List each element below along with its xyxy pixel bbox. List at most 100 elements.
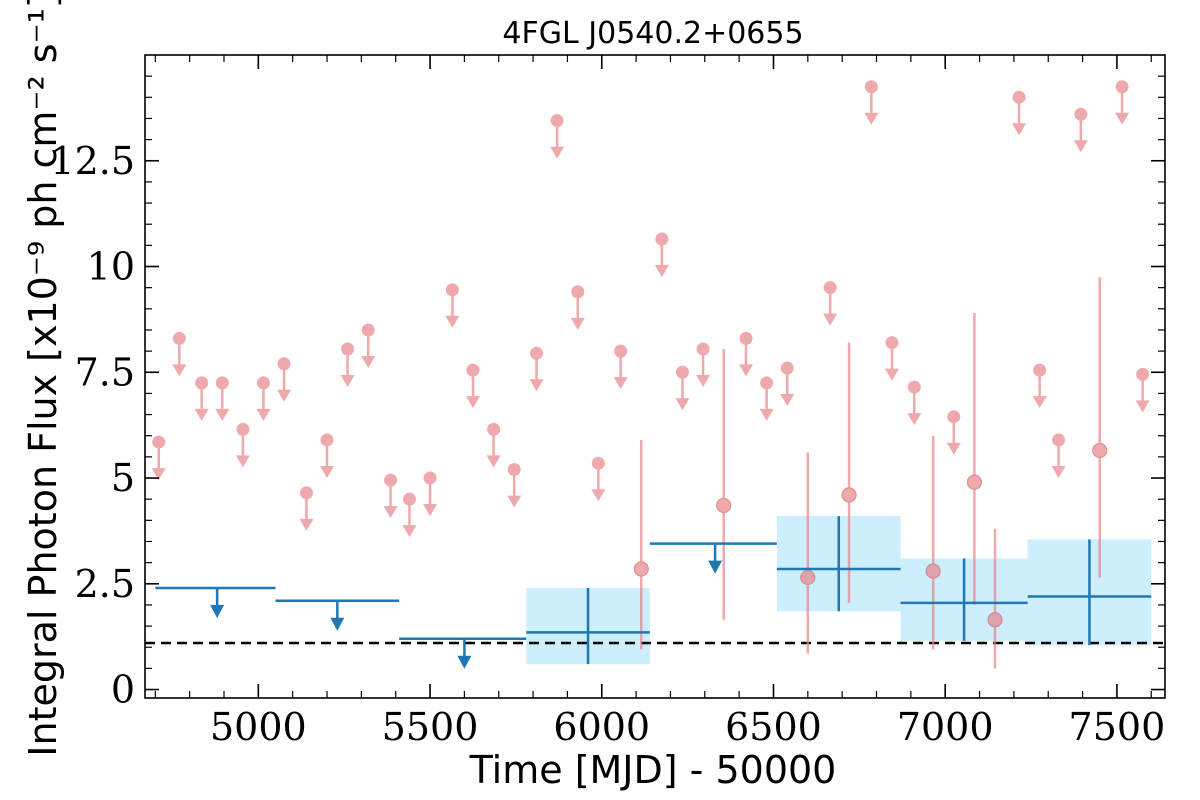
- monthly-detection: [966, 313, 982, 605]
- monthly-point: [885, 336, 899, 350]
- monthly-point: [1074, 107, 1088, 121]
- upper-limit-arrow-head: [823, 313, 838, 326]
- monthly-point: [591, 456, 605, 470]
- monthly-point: [675, 365, 689, 379]
- monthly-detection: [716, 349, 732, 620]
- yearly-arrow-head: [210, 605, 225, 619]
- plot-frame: [144, 54, 1166, 699]
- monthly-upper-limit: [507, 463, 522, 508]
- upper-limit-arrow-head: [1012, 123, 1027, 136]
- monthly-point: [1052, 433, 1066, 447]
- monthly-upper-limit: [1135, 367, 1150, 413]
- monthly-detection: [987, 528, 1003, 669]
- x-tick-label: 6500: [725, 705, 822, 749]
- monthly-upper-limit: [675, 365, 690, 411]
- monthly-upper-limit: [465, 363, 480, 409]
- monthly-point: [864, 80, 878, 94]
- monthly-detection: [800, 452, 816, 654]
- upper-limit-arrow-head: [759, 408, 774, 421]
- monthly-point: [445, 283, 459, 297]
- upper-limit-arrow-head: [320, 465, 335, 478]
- upper-limit-arrow-head: [739, 364, 754, 377]
- monthly-point: [256, 376, 270, 390]
- monthly-upper-limit: [907, 380, 922, 426]
- monthly-point: [215, 376, 229, 390]
- monthly-point: [236, 422, 250, 436]
- upper-limit-arrow-head: [299, 518, 314, 531]
- monthly-upper-limit: [383, 473, 398, 519]
- yearly-series-layer: [155, 516, 1152, 669]
- upper-limit-arrow-head: [613, 377, 628, 390]
- x-tick-label: 5000: [210, 705, 307, 749]
- yearly-arrow-head: [708, 560, 723, 574]
- chart-title: 4FGL J0540.2+0655: [502, 16, 803, 51]
- monthly-upper-limit: [613, 344, 628, 390]
- monthly-upper-limit: [570, 285, 585, 330]
- monthly-point: [277, 357, 291, 371]
- monthly-point: [1136, 367, 1150, 381]
- monthly-point: [530, 346, 544, 360]
- x-tick-label: 7000: [897, 705, 994, 749]
- monthly-point: [655, 232, 669, 246]
- monthly-point: [507, 463, 521, 477]
- axes-layer: 5000 5500 6000 6500 7000 7500 0 2.5 5 7.5 10 12.5: [50, 54, 1166, 749]
- monthly-point: [947, 410, 961, 424]
- upper-limit-arrow-head: [151, 468, 166, 481]
- y-tick-label: 2.5: [75, 562, 135, 606]
- monthly-point: [550, 114, 564, 128]
- monthly-point: [780, 361, 794, 375]
- monthly-point: [696, 342, 710, 356]
- upper-limit-arrow-head: [1032, 396, 1047, 409]
- upper-limit-arrow-head: [194, 408, 209, 421]
- x-tick-label: 5500: [382, 705, 479, 749]
- monthly-point: [320, 433, 334, 447]
- monthly-point: [1115, 80, 1129, 94]
- monthly-point: [402, 492, 416, 506]
- y-axis-label: Integral Photon Flux [x10⁻⁹ ph cm⁻² s⁻¹]: [21, 0, 65, 757]
- monthly-detection-point: [925, 563, 941, 579]
- monthly-upper-limit: [320, 433, 335, 478]
- upper-limit-arrow-head: [423, 504, 438, 517]
- upper-limit-arrow-head: [1073, 140, 1088, 153]
- monthly-point: [823, 281, 837, 295]
- upper-limit-arrow-head: [383, 506, 398, 519]
- monthly-upper-limit: [884, 336, 899, 381]
- monthly-detection: [1092, 277, 1108, 578]
- monthly-upper-limit: [591, 456, 606, 502]
- monthly-upper-limit: [194, 376, 209, 421]
- monthly-point: [739, 331, 753, 345]
- monthly-upper-limit: [256, 376, 271, 421]
- monthly-upper-limit: [172, 331, 187, 377]
- upper-limit-arrow-head: [486, 455, 501, 468]
- upper-limit-arrow-head: [445, 315, 460, 328]
- monthly-point: [1012, 90, 1026, 104]
- monthly-detection-point: [1092, 442, 1108, 459]
- monthly-point: [907, 380, 921, 394]
- upper-limit-arrow-head: [235, 455, 250, 468]
- monthly-upper-limit: [215, 376, 230, 421]
- monthly-point: [760, 376, 774, 390]
- x-axis-label: Time [MJD] - 50000: [469, 748, 837, 792]
- y-tick-label: 7.5: [75, 350, 135, 394]
- monthly-upper-limit: [445, 283, 460, 328]
- monthly-detection: [633, 439, 649, 650]
- y-tick-label: 10: [87, 245, 135, 289]
- monthly-upper-limit: [1115, 80, 1130, 125]
- monthly-point: [341, 342, 355, 356]
- upper-limit-arrow-head: [946, 442, 961, 455]
- monthly-point: [172, 331, 186, 345]
- monthly-upper-limit: [423, 471, 438, 517]
- upper-limit-arrow-head: [1135, 400, 1150, 413]
- monthly-upper-limit: [864, 80, 879, 125]
- monthly-point: [571, 285, 585, 299]
- monthly-detection-point: [800, 569, 816, 586]
- monthly-upper-limit: [1073, 107, 1088, 153]
- monthly-upper-limit: [780, 361, 795, 407]
- upper-limit-arrow-head: [570, 317, 585, 330]
- monthly-upper-limit: [235, 422, 250, 468]
- monthly-upper-limit: [361, 323, 376, 368]
- upper-limit-arrow-head: [256, 408, 271, 421]
- upper-limit-arrow-head: [465, 396, 480, 409]
- upper-limit-arrow-head: [172, 364, 187, 377]
